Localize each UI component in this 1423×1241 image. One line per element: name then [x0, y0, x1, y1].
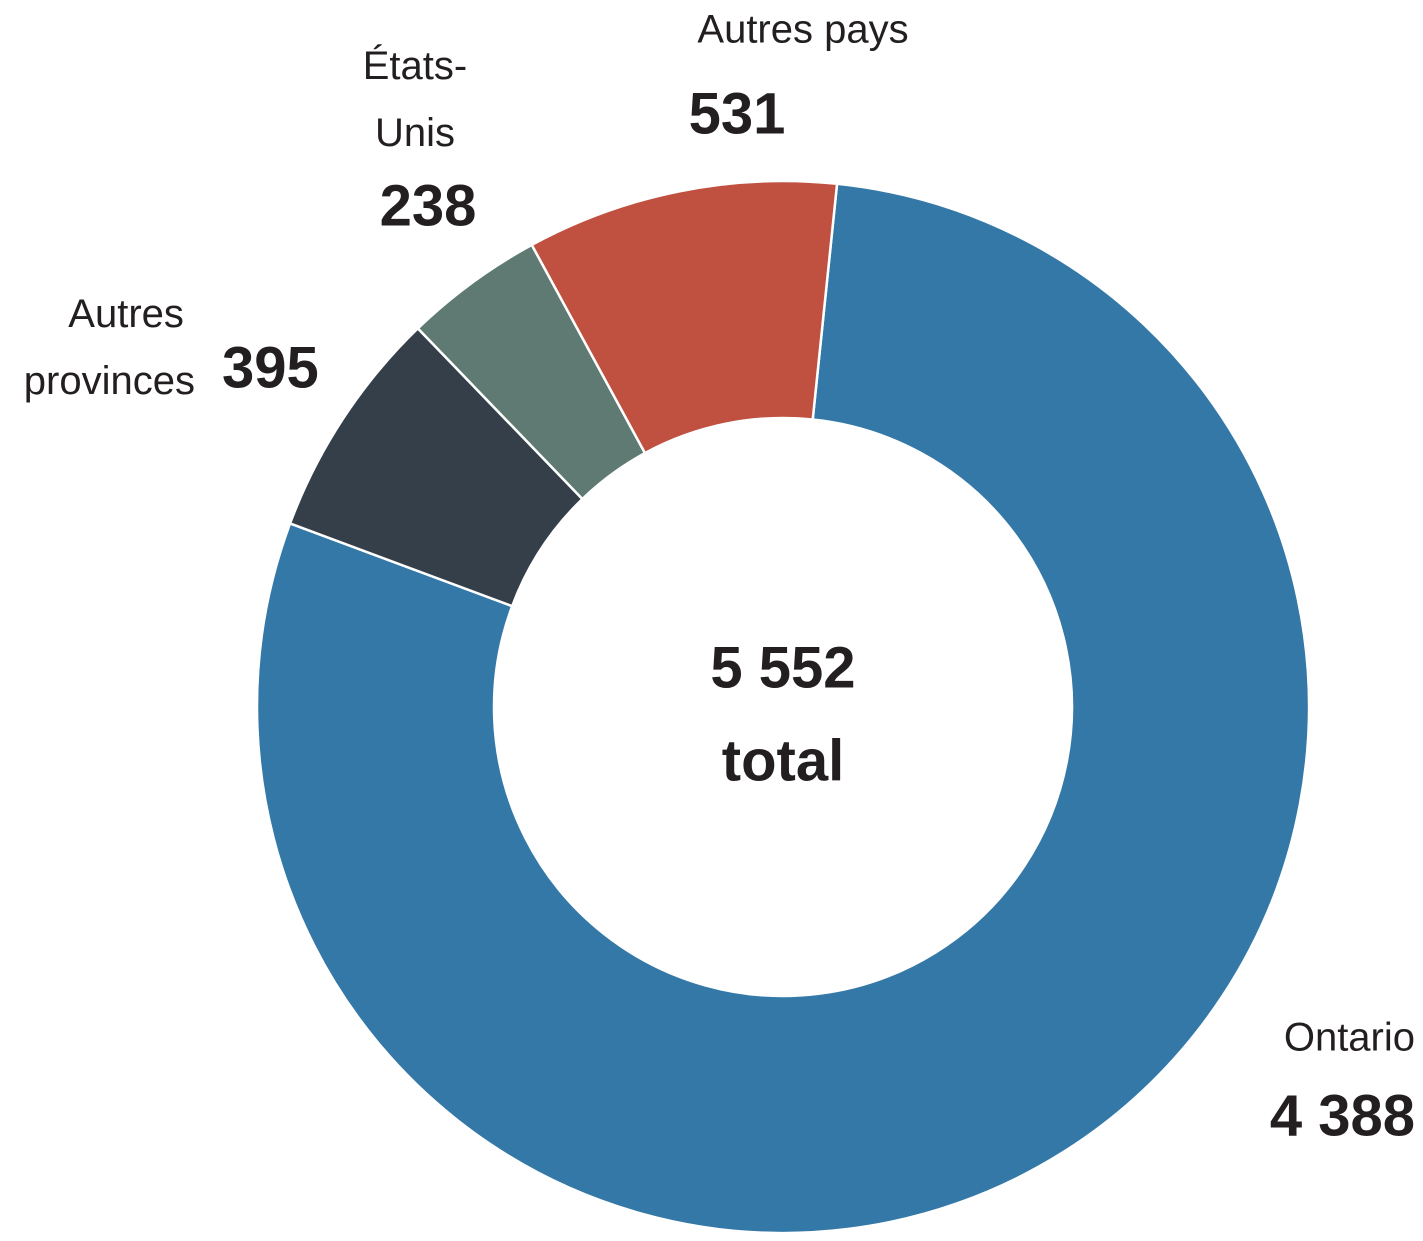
- value-label: 238: [380, 173, 477, 238]
- value-label: 4 388: [1270, 1083, 1415, 1148]
- total-caption: total: [722, 728, 844, 793]
- value-label: 531: [689, 81, 786, 146]
- slice: [255, 182, 1311, 1235]
- category-label: Autres provinces: [24, 292, 195, 403]
- category-label: États-Unis: [363, 43, 467, 155]
- category-label: Autres pays: [697, 8, 908, 52]
- slice: [530, 179, 839, 455]
- donut: [255, 179, 1311, 1235]
- value-label: 395: [222, 335, 319, 400]
- total-value: 5 552: [710, 635, 855, 700]
- category-label: Ontario: [1284, 1016, 1415, 1060]
